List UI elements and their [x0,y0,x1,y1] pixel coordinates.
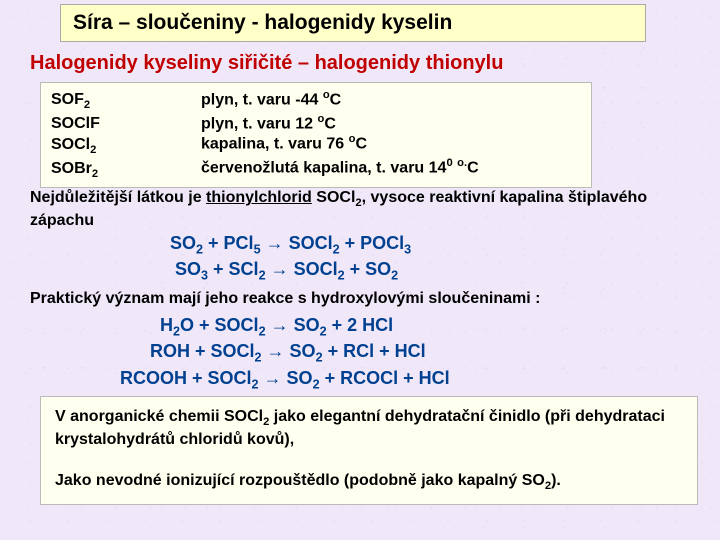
table-row: SOClF plyn, t. varu 12 oC [51,113,581,134]
compound-desc: plyn, t. varu -44 oC [201,89,581,113]
compound-desc: kapalina, t. varu 76 oC [201,133,581,157]
compound-formula: SOF2 [51,89,201,113]
paragraph-intro: Nejdůležitější látkou je thionylchlorid … [30,188,690,230]
compound-desc: plyn, t. varu 12 oC [201,113,581,134]
equation-block-hydroxyl: H2O + SOCl2 → SO2 + 2 HCl ROH + SOCl2 → … [120,314,450,393]
compound-desc: červenožlutá kapalina, t. varu 140 o.C [201,157,581,181]
table-row: SOBr2 červenožlutá kapalina, t. varu 140… [51,157,581,181]
table-row: SOCl2 kapalina, t. varu 76 oC [51,133,581,157]
compound-formula: SOClF [51,113,201,134]
slide-subtitle: Halogenidy kyseliny siřičité – halogenid… [30,52,503,75]
compound-formula: SOBr2 [51,157,201,181]
compounds-table-box: SOF2 plyn, t. varu -44 oC SOClF plyn, t.… [40,82,592,188]
compound-formula: SOCl2 [51,133,201,157]
slide-title: Síra – sloučeniny - halogenidy kyselin [60,4,646,42]
compounds-table: SOF2 plyn, t. varu -44 oC SOClF plyn, t.… [51,89,581,181]
bottom-notes-box: V anorganické chemii SOCl2 jako elegantn… [40,396,698,505]
paragraph-reactions: Praktický význam mají jeho reakce s hydr… [30,290,690,308]
table-row: SOF2 plyn, t. varu -44 oC [51,89,581,113]
equation-block-synthesis: SO2 + PCl5 → SOCl2 + POCl3 SO3 + SCl2 → … [170,232,411,285]
